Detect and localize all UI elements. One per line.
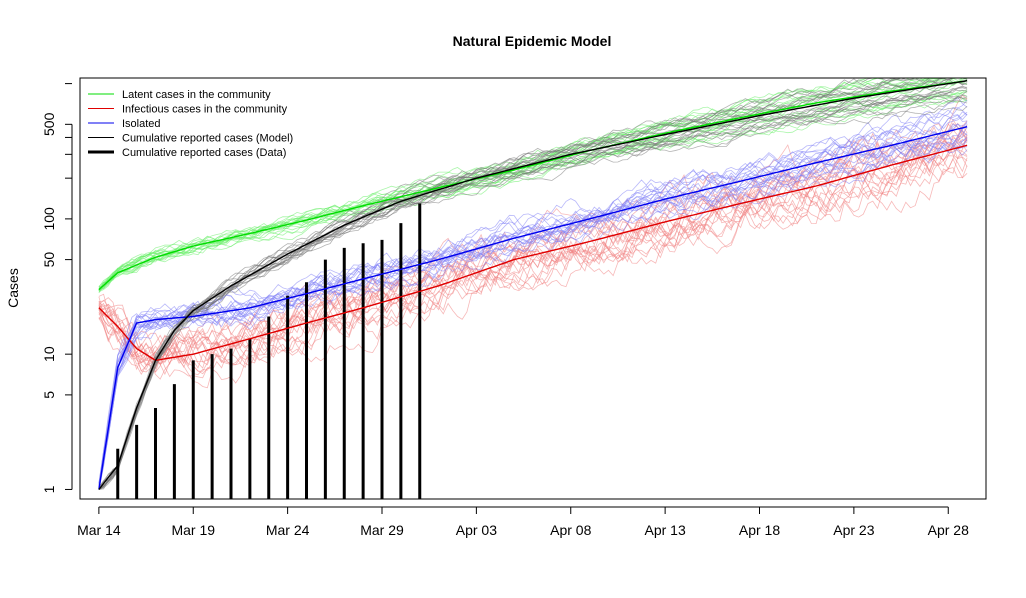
x-tick-label: Apr 08	[550, 522, 591, 538]
legend: Latent cases in the community Infectious …	[88, 89, 293, 159]
simulation-run-2-12	[98, 111, 968, 485]
y-tick-label: 10	[41, 346, 57, 362]
simulation-run-0-12	[98, 77, 968, 292]
simulation-run-1-8	[98, 120, 968, 380]
x-tick-label: Apr 13	[645, 522, 686, 538]
simulation-run-3-18	[98, 88, 968, 490]
simulation-run-3-16	[98, 106, 968, 490]
series-line-1	[98, 144, 968, 362]
y-axis-label: Cases	[5, 268, 21, 308]
simulation-run-2-18	[98, 144, 968, 490]
x-tick-label: Apr 18	[739, 522, 780, 538]
simulation-run-1-15	[98, 153, 968, 376]
simulation-run-1-3	[98, 146, 968, 384]
simulation-run-0-10	[98, 98, 968, 290]
x-tick-label: Mar 14	[77, 522, 121, 538]
legend-label: Isolated	[122, 118, 161, 130]
simulation-run-0-3	[98, 95, 968, 293]
y-tick-label: 100	[41, 207, 57, 231]
simulation-run-2-16	[98, 127, 968, 490]
series-line-2	[98, 126, 968, 490]
data-bars	[116, 203, 422, 499]
simulation-run-1-10	[98, 137, 968, 368]
simulation-run-1-6	[98, 122, 968, 363]
chart-title: Natural Epidemic Model	[453, 33, 612, 49]
simulation-run-1-9	[98, 165, 968, 372]
x-tick-label: Mar 19	[171, 522, 215, 538]
x-tick-label: Apr 28	[928, 522, 969, 538]
series-lines	[98, 80, 968, 490]
y-axis: 1 5 10 50 100 500	[41, 83, 73, 493]
y-tick-label: 50	[41, 252, 57, 268]
simulation-run-3-9	[98, 95, 968, 490]
plot-frame	[79, 77, 987, 500]
series-line-3	[98, 80, 968, 490]
simulation-run-3-15	[98, 77, 968, 488]
simulation-run-2-10	[98, 121, 968, 490]
legend-label: Cumulative reported cases (Model)	[122, 133, 293, 145]
simulation-run-0-6	[98, 89, 968, 291]
x-tick-label: Mar 24	[266, 522, 310, 538]
simulation-run-2-6	[98, 122, 968, 483]
legend-label: Cumulative reported cases (Data)	[122, 147, 286, 159]
simulation-run-2-17	[98, 136, 968, 484]
x-tick-label: Apr 23	[833, 522, 874, 538]
x-axis: Mar 14 Mar 19 Mar 24 Mar 29 Apr 03 Apr 08 Apr …	[77, 506, 969, 538]
y-tick-label: 5	[41, 391, 57, 399]
y-tick-label: 500	[41, 112, 57, 136]
simulation-run-2-8	[98, 139, 968, 489]
simulation-run-3-19	[98, 94, 968, 490]
legend-label: Infectious cases in the community	[122, 104, 288, 116]
x-tick-label: Apr 03	[456, 522, 497, 538]
simulation-run-2-14	[98, 133, 968, 490]
series-line-0	[98, 80, 968, 291]
simulation-run-2-15	[98, 133, 968, 490]
legend-label: Latent cases in the community	[122, 89, 271, 101]
simulation-run-1-12	[98, 133, 968, 389]
y-tick-label: 1	[41, 485, 57, 493]
x-tick-label: Mar 29	[360, 522, 404, 538]
